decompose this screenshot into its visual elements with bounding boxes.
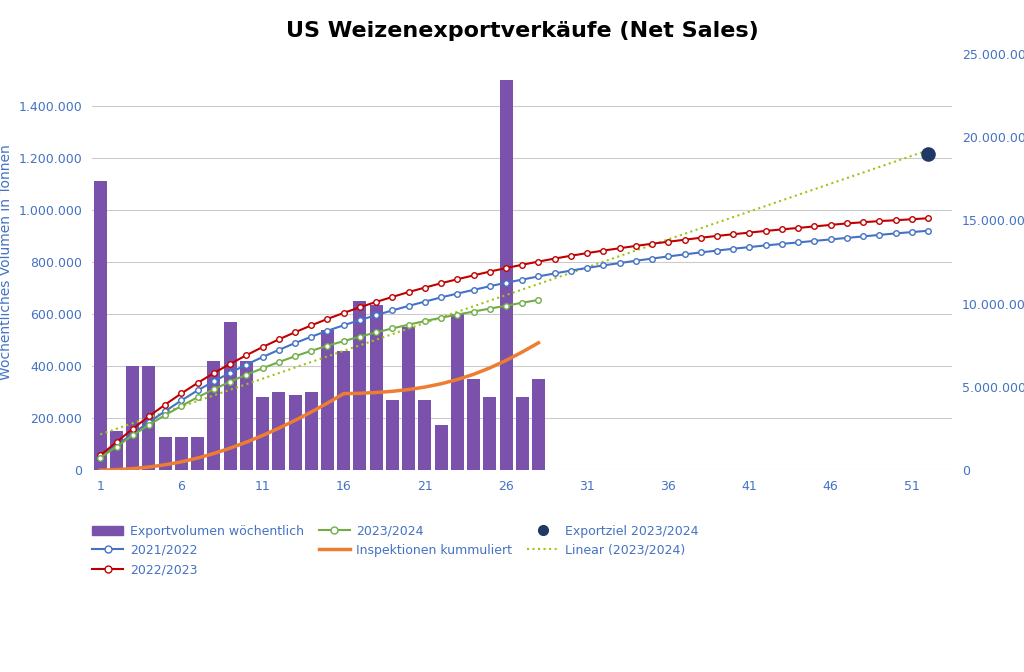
Bar — [305, 392, 317, 470]
Bar — [272, 392, 286, 470]
Bar — [94, 181, 106, 470]
Bar — [110, 431, 123, 470]
Bar — [240, 361, 253, 470]
Bar — [191, 437, 204, 470]
Bar — [223, 322, 237, 470]
Bar — [532, 379, 545, 470]
Bar — [451, 314, 464, 470]
Bar — [402, 327, 415, 470]
Bar — [483, 398, 497, 470]
Bar — [434, 425, 447, 470]
Bar — [159, 437, 172, 470]
Bar — [467, 379, 480, 470]
Bar — [419, 400, 431, 470]
Bar — [353, 301, 367, 470]
Point — [920, 149, 936, 159]
Y-axis label: Wöchentliches Volumen in Tonnen: Wöchentliches Volumen in Tonnen — [0, 144, 13, 380]
Bar — [321, 330, 334, 470]
Title: US Weizenexportverkäufe (Net Sales): US Weizenexportverkäufe (Net Sales) — [286, 21, 759, 41]
Bar — [370, 305, 383, 470]
Bar — [500, 80, 512, 470]
Bar — [208, 361, 220, 470]
Bar — [289, 395, 301, 470]
Bar — [337, 351, 350, 470]
Bar — [175, 437, 188, 470]
Bar — [256, 398, 269, 470]
Bar — [386, 400, 399, 470]
Bar — [142, 366, 156, 470]
Bar — [126, 366, 139, 470]
Bar — [516, 398, 528, 470]
Legend: Exportvolumen wöchentlich, 2021/2022, 2022/2023, 2023/2024, Inspektionen kummuli: Exportvolumen wöchentlich, 2021/2022, 20… — [92, 525, 698, 576]
